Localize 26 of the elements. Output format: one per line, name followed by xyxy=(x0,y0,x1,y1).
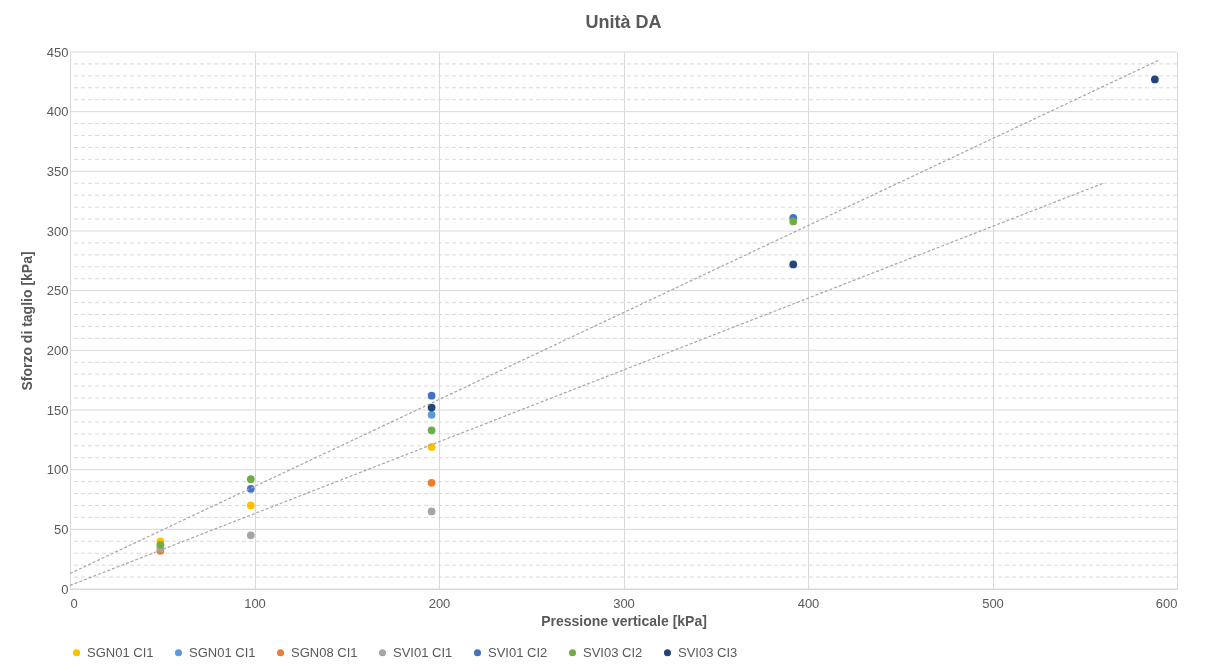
y-tick-label: 300 xyxy=(46,223,69,239)
y-tick-label: 0 xyxy=(61,581,69,597)
y-tick-label: 350 xyxy=(46,163,69,179)
x-tick-label: 100 xyxy=(244,595,266,611)
y-tick-label: 50 xyxy=(54,521,69,537)
legend-label: SVI03 CI2 xyxy=(583,644,643,660)
x-tick-label: 300 xyxy=(613,595,635,611)
legend-label: SGN01 CI1 xyxy=(189,644,256,660)
legend-label: SVI01 CI1 xyxy=(393,644,453,660)
y-axis-title: Sforzo di taglio [kPa] xyxy=(18,251,35,391)
x-tick-label: 400 xyxy=(797,595,820,611)
x-axis-title: Pressione verticale [kPa] xyxy=(541,612,707,629)
x-tick-label: 600 xyxy=(1155,595,1178,611)
x-tick-label: 200 xyxy=(428,595,451,611)
legend-label: SVI03 CI3 xyxy=(678,644,738,660)
chart-title: Unità DA xyxy=(585,12,662,32)
y-tick-label: 200 xyxy=(46,342,69,358)
legend-label: SGN08 CI1 xyxy=(291,644,358,660)
y-tick-label: 450 xyxy=(46,44,69,60)
x-tick-label: 500 xyxy=(982,595,1004,611)
y-tick-label: 250 xyxy=(46,283,69,299)
y-tick-label: 400 xyxy=(46,104,69,120)
legend-label: SGN01 CI1 xyxy=(87,644,154,660)
y-tick-label: 150 xyxy=(46,402,69,418)
y-tick-label: 100 xyxy=(46,462,69,478)
legend-label: SVI01 CI2 xyxy=(488,644,548,660)
